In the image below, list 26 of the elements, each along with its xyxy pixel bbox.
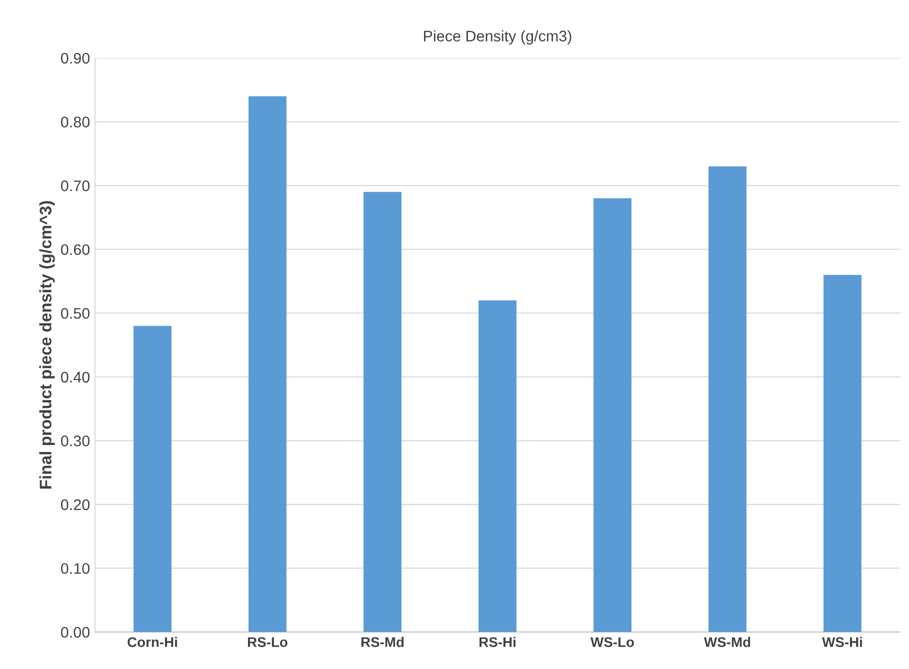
y-tick-label: 0.20 [61, 499, 90, 510]
bar [134, 326, 172, 632]
y-axis-title: Final product piece density (g/cm^3) [39, 201, 55, 489]
x-tick-label: RS-Md [361, 636, 404, 648]
y-tick-label: 0.30 [61, 436, 90, 446]
y-tick-label: 0.00 [61, 626, 90, 638]
y-tick-label: 0.80 [61, 116, 90, 128]
x-tick-label: RS-Lo [248, 637, 288, 648]
bar [248, 96, 286, 632]
x-tick-label: WS-Lo [590, 637, 634, 648]
x-tick-label: WS-Md [704, 636, 750, 648]
bar [364, 192, 402, 632]
bar [478, 300, 516, 632]
y-tick-label: 0.90 [61, 52, 90, 64]
y-tick-label: 0.70 [61, 180, 90, 192]
x-tick-label: Corn-Hi [128, 636, 177, 648]
bar [824, 274, 862, 632]
y-tick-label: 0.50 [61, 308, 90, 319]
y-tick-label: 0.60 [61, 244, 90, 256]
bar [594, 198, 632, 632]
x-tick-label: WS-Hi [822, 636, 862, 648]
chart-title: Piece Density (g/cm3) [424, 30, 572, 45]
x-tick-label: RS-Hi [480, 636, 516, 648]
bar [708, 166, 746, 632]
y-tick-label: 0.10 [61, 563, 90, 574]
y-tick-label: 0.40 [61, 372, 90, 383]
